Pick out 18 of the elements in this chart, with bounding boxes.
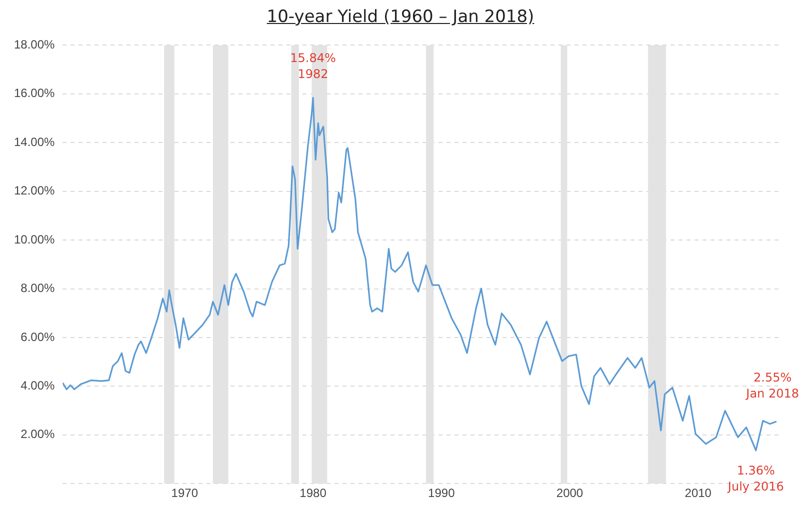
annotation: 1.36% July 2016 [726,463,784,494]
x-tick-label: 1990 [428,486,456,500]
y-tick-label: 12.00% [14,184,56,198]
x-tick-label: 1970 [171,486,198,500]
y-tick-label: 8.00% [20,281,56,296]
y-tick-label: 18.00% [14,38,56,52]
x-tick-label: 2010 [684,486,712,500]
y-tick-label: 10.00% [14,232,56,246]
chart-title: 10-year Yield (1960 – Jan 2018) [266,6,536,29]
y-tick-label: 16.00% [14,86,56,100]
x-tick-label: 1980 [300,486,327,500]
y-tick-label: 14.00% [14,134,56,149]
annotation: 2.55% Jan 2018 [745,370,800,400]
y-tick-label: 4.00% [20,378,56,392]
y-tick-label: 2.00% [20,427,56,442]
x-tick-label: 2000 [556,486,584,500]
annotation: 15.84% 1982 [290,50,336,81]
y-tick-label: 6.00% [20,330,56,344]
